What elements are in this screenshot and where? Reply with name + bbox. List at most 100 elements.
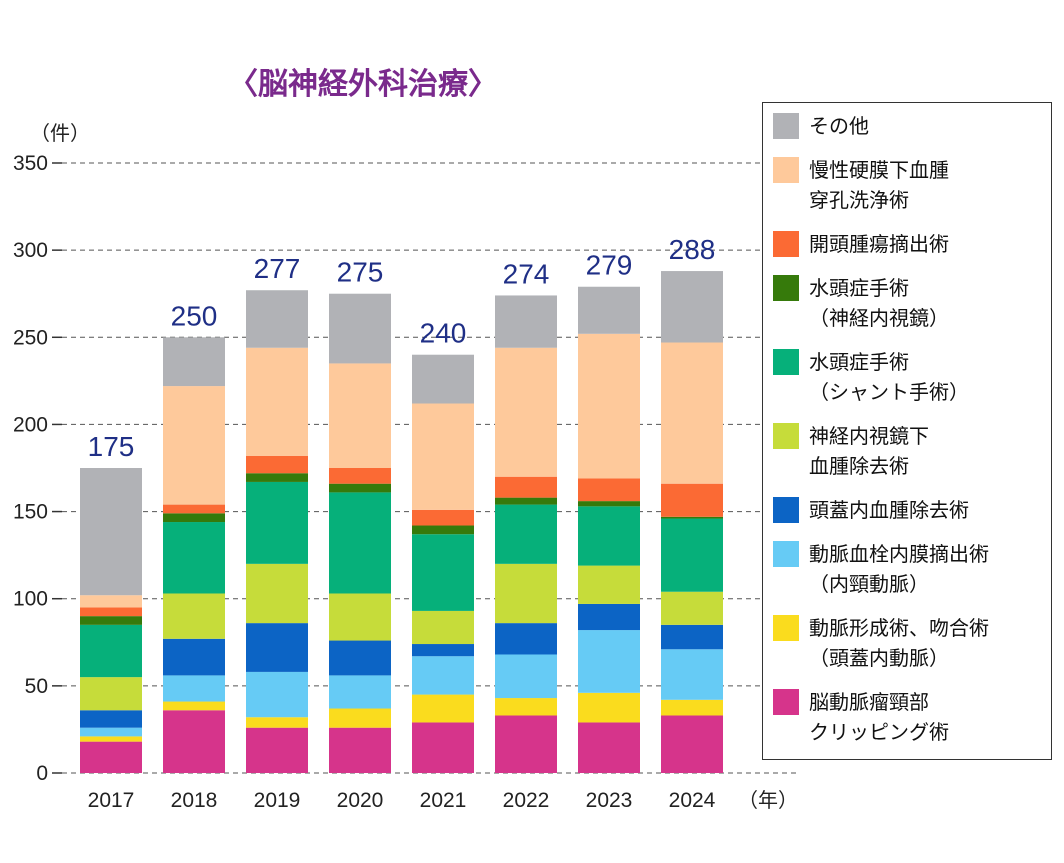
bar-segment — [329, 293, 391, 364]
legend-item: その他 — [773, 111, 1041, 141]
y-tick-label: 150 — [13, 501, 48, 524]
bar-segment — [412, 722, 474, 773]
bar-segment — [163, 337, 225, 387]
bar-segment — [80, 468, 142, 596]
bar-segment — [412, 354, 474, 404]
bar-total-label: 240 — [420, 318, 467, 349]
x-tick-label: 2023 — [586, 789, 633, 812]
bar-segment — [412, 694, 474, 723]
x-tick-label: 2024 — [669, 789, 716, 812]
legend-item: 頭蓋内血腫除去術 — [773, 495, 1041, 525]
bar-segment — [661, 483, 723, 517]
y-tick-label: 50 — [25, 675, 48, 698]
bar-segment — [80, 741, 142, 773]
bar-segment — [578, 286, 640, 334]
bar-segment — [80, 595, 142, 608]
bar-segment — [412, 525, 474, 535]
legend-label: 神経内視鏡下 血腫除去術 — [809, 424, 929, 478]
bar-segment — [329, 675, 391, 709]
bar-segment — [163, 504, 225, 514]
bar-segment — [80, 607, 142, 617]
bar-segment — [578, 722, 640, 773]
legend-item: 慢性硬膜下血腫 穿孔洗浄術 — [773, 155, 1041, 215]
legend-swatch — [773, 497, 799, 523]
bar-segment — [495, 563, 557, 624]
bar-segment — [412, 656, 474, 695]
bar-segment — [329, 708, 391, 728]
bar-segment — [163, 638, 225, 676]
bar-segment — [246, 290, 308, 348]
bar-segment — [578, 478, 640, 502]
bar-segment — [329, 492, 391, 594]
bar-segment — [80, 624, 142, 678]
legend-label: 頭蓋内血腫除去術 — [809, 498, 969, 522]
y-tick-label: 100 — [13, 588, 48, 611]
x-tick-label: 2020 — [337, 789, 384, 812]
bar-segment — [578, 506, 640, 566]
legend-swatch — [773, 349, 799, 375]
bar-segment — [163, 386, 225, 505]
bar-segment — [661, 649, 723, 700]
bar-segment — [495, 698, 557, 716]
bar-segment — [329, 363, 391, 468]
bars — [80, 271, 723, 773]
bar-segment — [80, 616, 142, 625]
bar-segment — [412, 644, 474, 657]
bar-segment — [163, 593, 225, 639]
legend-label: 水頭症手術 （シャント手術） — [809, 350, 969, 404]
y-tick-label: 0 — [36, 762, 48, 785]
y-tick-label: 350 — [13, 152, 48, 175]
legend-label: 慢性硬膜下血腫 穿孔洗浄術 — [809, 158, 949, 212]
bar-segment — [495, 623, 557, 655]
bar-segment — [246, 481, 308, 564]
legend-item: 動脈血栓内膜摘出術 （内頸動脈） — [773, 539, 1041, 599]
bar-segment — [412, 534, 474, 611]
bar-segment — [246, 623, 308, 672]
legend-swatch — [773, 423, 799, 449]
bar-segment — [661, 591, 723, 625]
bar-segment — [661, 271, 723, 343]
legend-label: 水頭症手術 （神経内視鏡） — [809, 276, 949, 330]
legend-swatch — [773, 689, 799, 715]
legend-swatch — [773, 275, 799, 301]
bar-segment — [80, 727, 142, 737]
bar-segment — [329, 468, 391, 484]
bar-segment — [661, 516, 723, 519]
labels: 0 50 100 150 200 250 300 350 175 2017 250 2018 277 20… — [13, 152, 716, 812]
y-tick-label: 200 — [13, 413, 48, 436]
bar-segment — [495, 347, 557, 477]
bar-segment — [163, 710, 225, 773]
legend: その他慢性硬膜下血腫 穿孔洗浄術開頭腫瘍摘出術水頭症手術 （神経内視鏡） 水頭症手術（… — [762, 102, 1052, 760]
bar-segment — [246, 455, 308, 474]
legend-swatch — [773, 615, 799, 641]
bar-total-label: 279 — [586, 250, 633, 281]
bar-segment — [495, 295, 557, 348]
bar-segment — [163, 675, 225, 702]
bar-segment — [246, 671, 308, 718]
legend-item: 水頭症手術 （シャント手術） — [773, 347, 1041, 407]
legend-swatch — [773, 541, 799, 567]
bar-segment — [412, 403, 474, 510]
x-tick-label: 2018 — [171, 789, 218, 812]
bar-segment — [163, 513, 225, 523]
bar-segment — [80, 736, 142, 742]
legend-item: 開頭腫瘍摘出術 — [773, 229, 1041, 259]
bar-segment — [246, 717, 308, 728]
x-tick-label: 2019 — [254, 789, 301, 812]
x-tick-label: 2022 — [503, 789, 550, 812]
bar-segment — [495, 715, 557, 773]
legend-item: 水頭症手術 （神経内視鏡） — [773, 273, 1041, 333]
bar-segment — [578, 333, 640, 479]
legend-label: その他 — [809, 114, 869, 138]
legend-swatch — [773, 231, 799, 257]
bar-segment — [578, 565, 640, 604]
bar-segment — [246, 347, 308, 456]
bar-segment — [80, 710, 142, 728]
legend-item: 動脈形成術、吻合術 （頭蓋内動脈） — [773, 613, 1041, 673]
bar-segment — [495, 476, 557, 498]
legend-label: 開頭腫瘍摘出術 — [809, 232, 949, 256]
bar-segment — [578, 692, 640, 723]
legend-label: 脳動脈瘤頸部 クリッピング術 — [809, 690, 949, 744]
bar-segment — [329, 640, 391, 676]
